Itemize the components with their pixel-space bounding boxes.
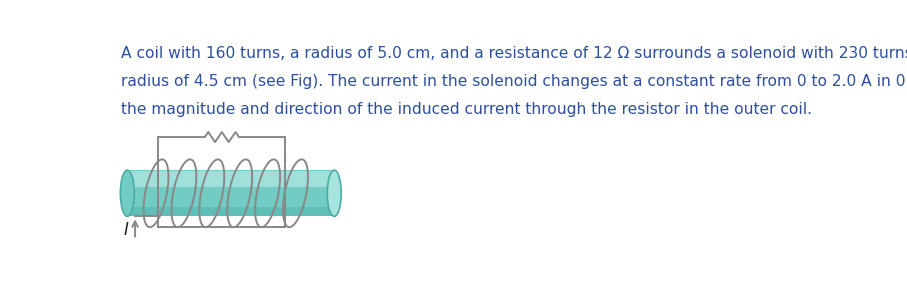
Bar [127, 171, 335, 188]
Text: I: I [123, 221, 128, 240]
Text: radius of 4.5 cm (see Fig). The current in the solenoid changes at a constant ra: radius of 4.5 cm (see Fig). The current … [122, 74, 907, 89]
Text: A coil with 160 turns, a radius of 5.0 cm, and a resistance of 12 Ω surrounds a : A coil with 160 turns, a radius of 5.0 c… [122, 46, 907, 61]
Bar [127, 207, 335, 216]
Text: the magnitude and direction of the induced current through the resistor in the o: the magnitude and direction of the induc… [122, 102, 812, 117]
Ellipse shape [121, 170, 134, 216]
Bar [127, 170, 335, 216]
Ellipse shape [327, 170, 341, 216]
